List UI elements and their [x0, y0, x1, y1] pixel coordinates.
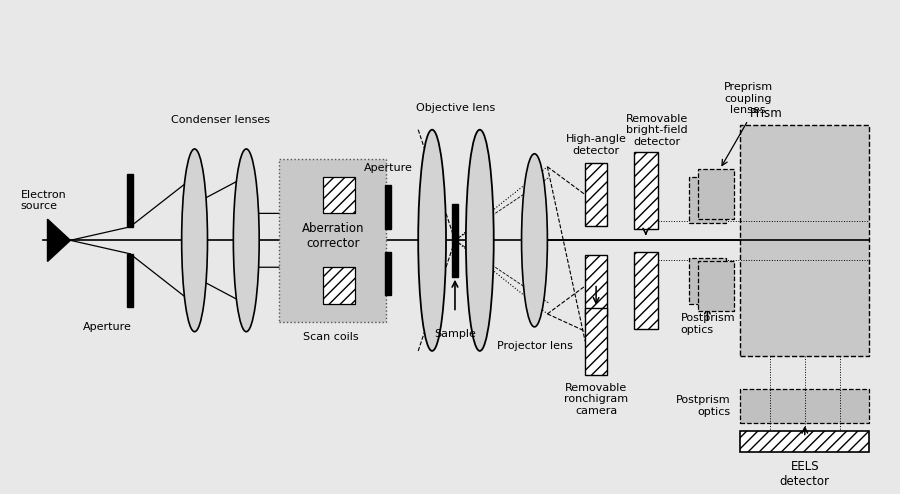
Bar — [585, 164, 607, 226]
Text: Aperture: Aperture — [83, 322, 131, 332]
Text: Sample: Sample — [434, 329, 476, 339]
Text: Aperture: Aperture — [364, 163, 413, 173]
Text: Condenser lenses: Condenser lenses — [171, 115, 270, 125]
Bar — [698, 169, 734, 219]
Bar — [740, 389, 869, 423]
Bar — [585, 255, 607, 317]
Bar — [688, 177, 726, 223]
Bar — [634, 152, 658, 229]
Bar — [323, 267, 355, 304]
Ellipse shape — [418, 130, 446, 351]
Text: Postprism
optics: Postprism optics — [676, 395, 730, 417]
Text: Prism: Prism — [750, 107, 783, 120]
Bar — [585, 308, 607, 375]
Text: Projector lens: Projector lens — [497, 341, 572, 351]
Bar — [740, 431, 869, 452]
Bar — [385, 186, 392, 229]
Bar — [452, 204, 458, 277]
Bar — [740, 125, 869, 356]
Text: Objective lens: Objective lens — [417, 103, 496, 113]
Text: Scan coils: Scan coils — [303, 331, 358, 342]
Bar — [634, 252, 658, 329]
Bar — [698, 261, 734, 312]
Bar — [127, 254, 133, 307]
Polygon shape — [48, 219, 70, 261]
Ellipse shape — [466, 130, 494, 351]
Bar — [385, 252, 392, 295]
Text: Aberration
corrector: Aberration corrector — [302, 221, 364, 249]
Text: Preprism
coupling
lenses: Preprism coupling lenses — [724, 82, 773, 115]
Text: Postprism
optics: Postprism optics — [680, 313, 735, 335]
Text: Electron
source: Electron source — [21, 190, 67, 211]
Ellipse shape — [233, 149, 259, 331]
Bar — [688, 258, 726, 304]
Ellipse shape — [182, 149, 208, 331]
Text: Removable
ronchigram
camera: Removable ronchigram camera — [564, 383, 628, 416]
Text: High-angle
detector: High-angle detector — [566, 134, 626, 156]
Bar — [323, 177, 355, 213]
Text: EELS
detector: EELS detector — [779, 459, 830, 488]
Bar — [279, 159, 386, 322]
Ellipse shape — [522, 154, 547, 327]
Bar — [127, 174, 133, 227]
Text: Removable
bright-field
detector: Removable bright-field detector — [626, 114, 688, 147]
